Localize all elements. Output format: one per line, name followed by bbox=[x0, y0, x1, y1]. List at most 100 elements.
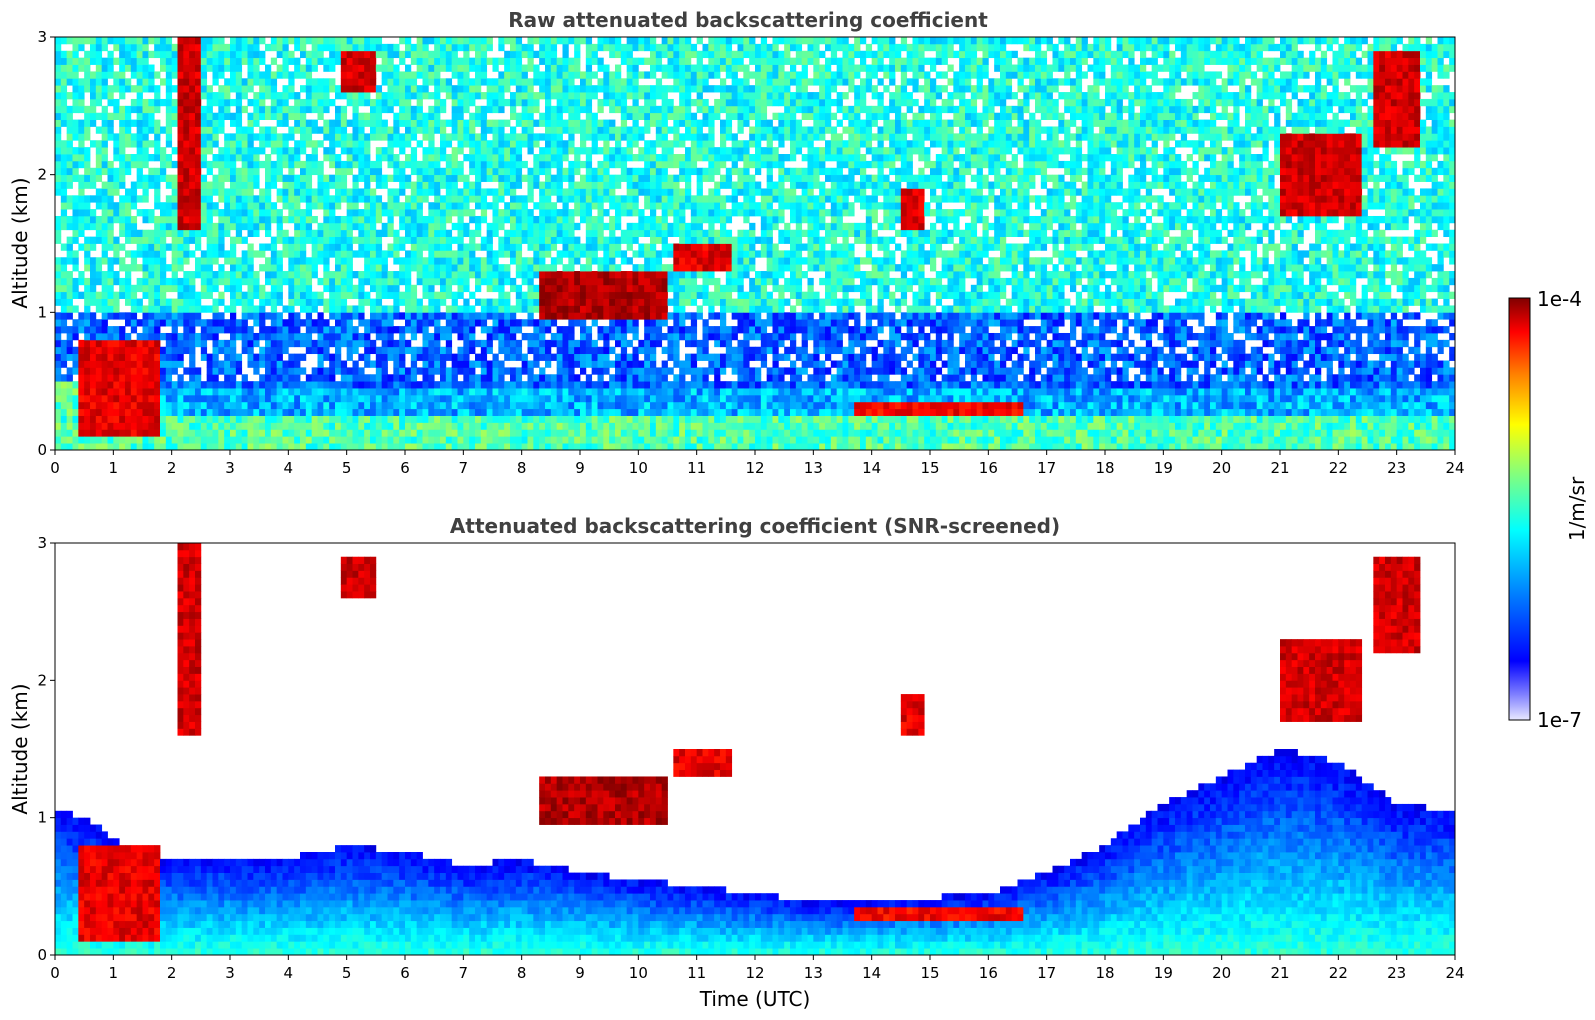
heatmap-cell bbox=[177, 112, 184, 120]
heatmap-cell bbox=[113, 154, 120, 162]
heatmap-cell bbox=[195, 71, 202, 79]
heatmap-cell bbox=[282, 133, 289, 141]
heatmap-cell bbox=[78, 105, 85, 114]
heatmap-cell bbox=[78, 429, 85, 437]
heatmap-cell bbox=[165, 222, 173, 231]
heatmap-cell bbox=[230, 271, 237, 279]
heatmap-cell bbox=[609, 388, 616, 396]
heatmap-cell bbox=[410, 222, 418, 231]
heatmap-cell bbox=[247, 353, 254, 361]
heatmap-cell bbox=[375, 85, 383, 93]
heatmap-cell bbox=[200, 332, 208, 341]
heatmap-cell bbox=[545, 50, 552, 59]
heatmap-cell bbox=[224, 319, 231, 327]
heatmap-cell bbox=[189, 78, 196, 86]
heatmap-cell bbox=[422, 215, 429, 224]
heatmap-cell bbox=[72, 43, 79, 52]
heatmap-cell bbox=[597, 429, 604, 437]
heatmap-cell bbox=[171, 422, 178, 430]
heatmap-cell bbox=[416, 37, 423, 45]
heatmap-cell bbox=[323, 209, 330, 217]
heatmap-cell bbox=[66, 112, 73, 120]
heatmap-cell bbox=[317, 381, 324, 389]
heatmap-cell bbox=[142, 126, 149, 134]
heatmap-cell bbox=[60, 92, 68, 100]
heatmap-cell bbox=[556, 119, 563, 127]
heatmap-cell bbox=[95, 415, 103, 423]
heatmap-cell bbox=[515, 326, 523, 334]
heatmap-cell bbox=[148, 319, 155, 327]
heatmap-cell bbox=[364, 188, 371, 196]
heatmap-cell bbox=[352, 154, 359, 162]
heatmap-cell bbox=[615, 436, 622, 444]
heatmap-cell bbox=[387, 202, 394, 210]
heatmap-cell bbox=[335, 202, 342, 210]
heatmap-cell bbox=[562, 37, 569, 45]
heatmap-cell bbox=[597, 381, 604, 389]
heatmap-cell bbox=[504, 339, 511, 348]
heatmap-cell bbox=[580, 429, 587, 437]
heatmap-cell bbox=[410, 112, 418, 120]
heatmap-cell bbox=[270, 105, 278, 114]
heatmap-cell bbox=[562, 174, 569, 182]
heatmap-cell bbox=[90, 422, 97, 430]
heatmap-cell bbox=[416, 57, 423, 65]
heatmap-cell bbox=[399, 160, 406, 169]
heatmap-cell bbox=[107, 360, 114, 368]
heatmap-cell bbox=[253, 408, 260, 416]
heatmap-cell bbox=[125, 367, 132, 375]
heatmap-cell bbox=[206, 147, 213, 155]
heatmap-cell bbox=[136, 181, 143, 189]
heatmap-cell bbox=[457, 284, 464, 293]
heatmap-cell bbox=[562, 92, 569, 100]
heatmap-cell bbox=[405, 284, 412, 293]
heatmap-cell bbox=[591, 312, 598, 320]
heatmap-cell bbox=[270, 429, 278, 437]
heatmap-cell bbox=[253, 222, 260, 231]
heatmap-cell bbox=[107, 381, 114, 389]
heatmap-cell bbox=[370, 202, 377, 210]
heatmap-cell bbox=[527, 167, 534, 176]
heatmap-cell bbox=[90, 37, 97, 45]
heatmap-cell bbox=[130, 422, 138, 430]
heatmap-cell bbox=[288, 443, 295, 451]
heatmap-cell bbox=[521, 353, 528, 361]
heatmap-cell bbox=[130, 429, 138, 437]
heatmap-cell bbox=[475, 202, 482, 210]
heatmap-cell bbox=[498, 367, 505, 375]
heatmap-cell bbox=[253, 339, 260, 348]
heatmap-cell bbox=[445, 277, 453, 286]
heatmap-cell bbox=[550, 443, 558, 451]
heatmap-cell bbox=[492, 92, 499, 100]
heatmap-cell bbox=[545, 229, 552, 238]
heatmap-cell bbox=[183, 215, 190, 224]
heatmap-cell bbox=[352, 250, 359, 258]
heatmap-cell bbox=[136, 78, 143, 86]
heatmap-cell bbox=[434, 147, 441, 155]
heatmap-cell bbox=[521, 360, 528, 368]
heatmap-cell bbox=[475, 319, 482, 327]
heatmap-cell bbox=[305, 98, 313, 107]
heatmap-cell bbox=[72, 415, 79, 423]
heatmap-cell bbox=[206, 43, 213, 52]
heatmap-cell bbox=[189, 236, 196, 244]
heatmap-cell bbox=[78, 326, 85, 334]
heatmap-cell bbox=[440, 367, 447, 375]
heatmap-cell bbox=[72, 277, 79, 286]
heatmap-cell bbox=[84, 339, 91, 348]
heatmap-cell bbox=[434, 78, 441, 86]
heatmap-cell bbox=[580, 305, 587, 313]
heatmap-cell bbox=[410, 57, 418, 65]
heatmap-cell bbox=[335, 222, 342, 231]
heatmap-cell bbox=[545, 436, 552, 444]
heatmap-cell bbox=[568, 160, 575, 169]
heatmap-cell bbox=[276, 209, 283, 217]
heatmap-cell bbox=[189, 92, 196, 100]
heatmap-cell bbox=[288, 298, 295, 306]
heatmap-cell bbox=[340, 339, 348, 348]
heatmap-cell bbox=[230, 195, 237, 203]
heatmap-cell bbox=[84, 415, 91, 423]
heatmap-cell bbox=[615, 195, 622, 203]
heatmap-cell bbox=[311, 408, 318, 416]
heatmap-cell bbox=[475, 64, 482, 72]
